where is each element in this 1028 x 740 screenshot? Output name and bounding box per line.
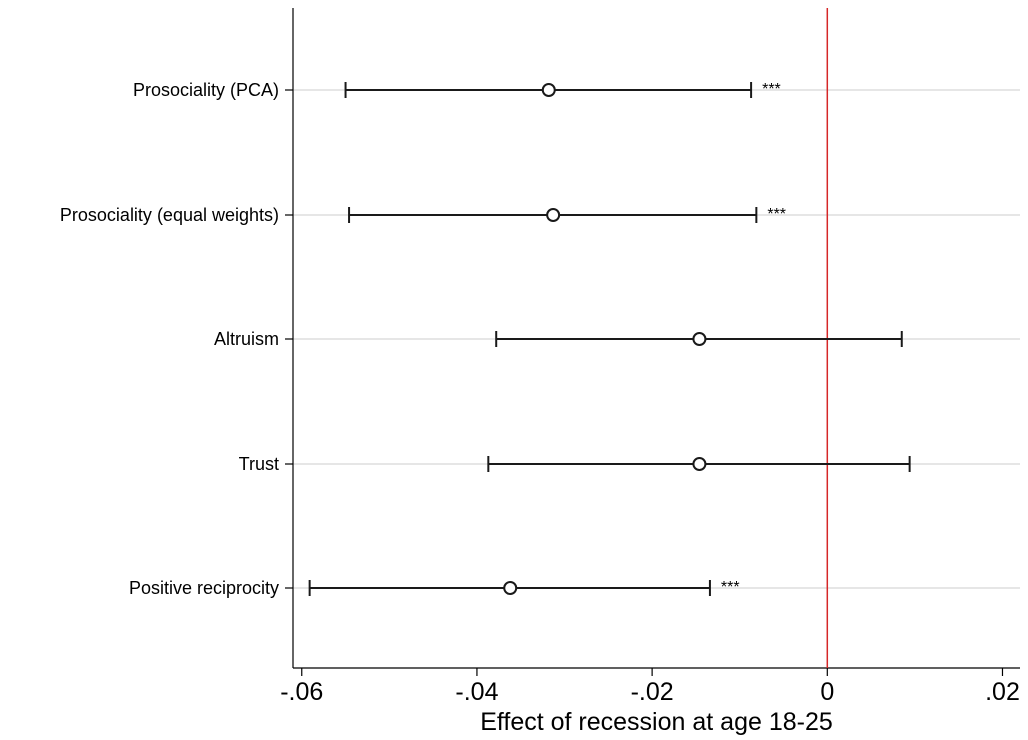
x-tick-label: -.04 bbox=[455, 678, 498, 706]
category-label: Positive reciprocity bbox=[129, 578, 279, 598]
significance-label: *** bbox=[762, 81, 781, 98]
category-label: Trust bbox=[239, 454, 279, 474]
axes: -.06 -.04 -.02 0 .02 Prosociality (PCA) Prosoc… bbox=[60, 8, 1020, 706]
point-estimate bbox=[692, 457, 707, 471]
category-label: Altruism bbox=[214, 329, 279, 349]
x-tick-label: 0 bbox=[820, 678, 834, 706]
point-estimate bbox=[541, 83, 556, 97]
x-axis-title: Effect of recession at age 18-25 bbox=[480, 708, 833, 736]
x-tick-label: -.02 bbox=[631, 678, 674, 706]
point-estimate bbox=[503, 581, 518, 595]
x-tick-label: -.06 bbox=[280, 678, 323, 706]
significance-label: *** bbox=[767, 206, 786, 223]
x-tick-label: .02 bbox=[985, 678, 1020, 706]
category-label: Prosociality (equal weights) bbox=[60, 205, 279, 225]
point-estimate bbox=[546, 208, 561, 222]
point-estimate bbox=[692, 332, 707, 346]
significance-label: *** bbox=[721, 579, 740, 596]
estimates: *** *** *** bbox=[308, 8, 911, 668]
category-label: Prosociality (PCA) bbox=[133, 80, 279, 100]
